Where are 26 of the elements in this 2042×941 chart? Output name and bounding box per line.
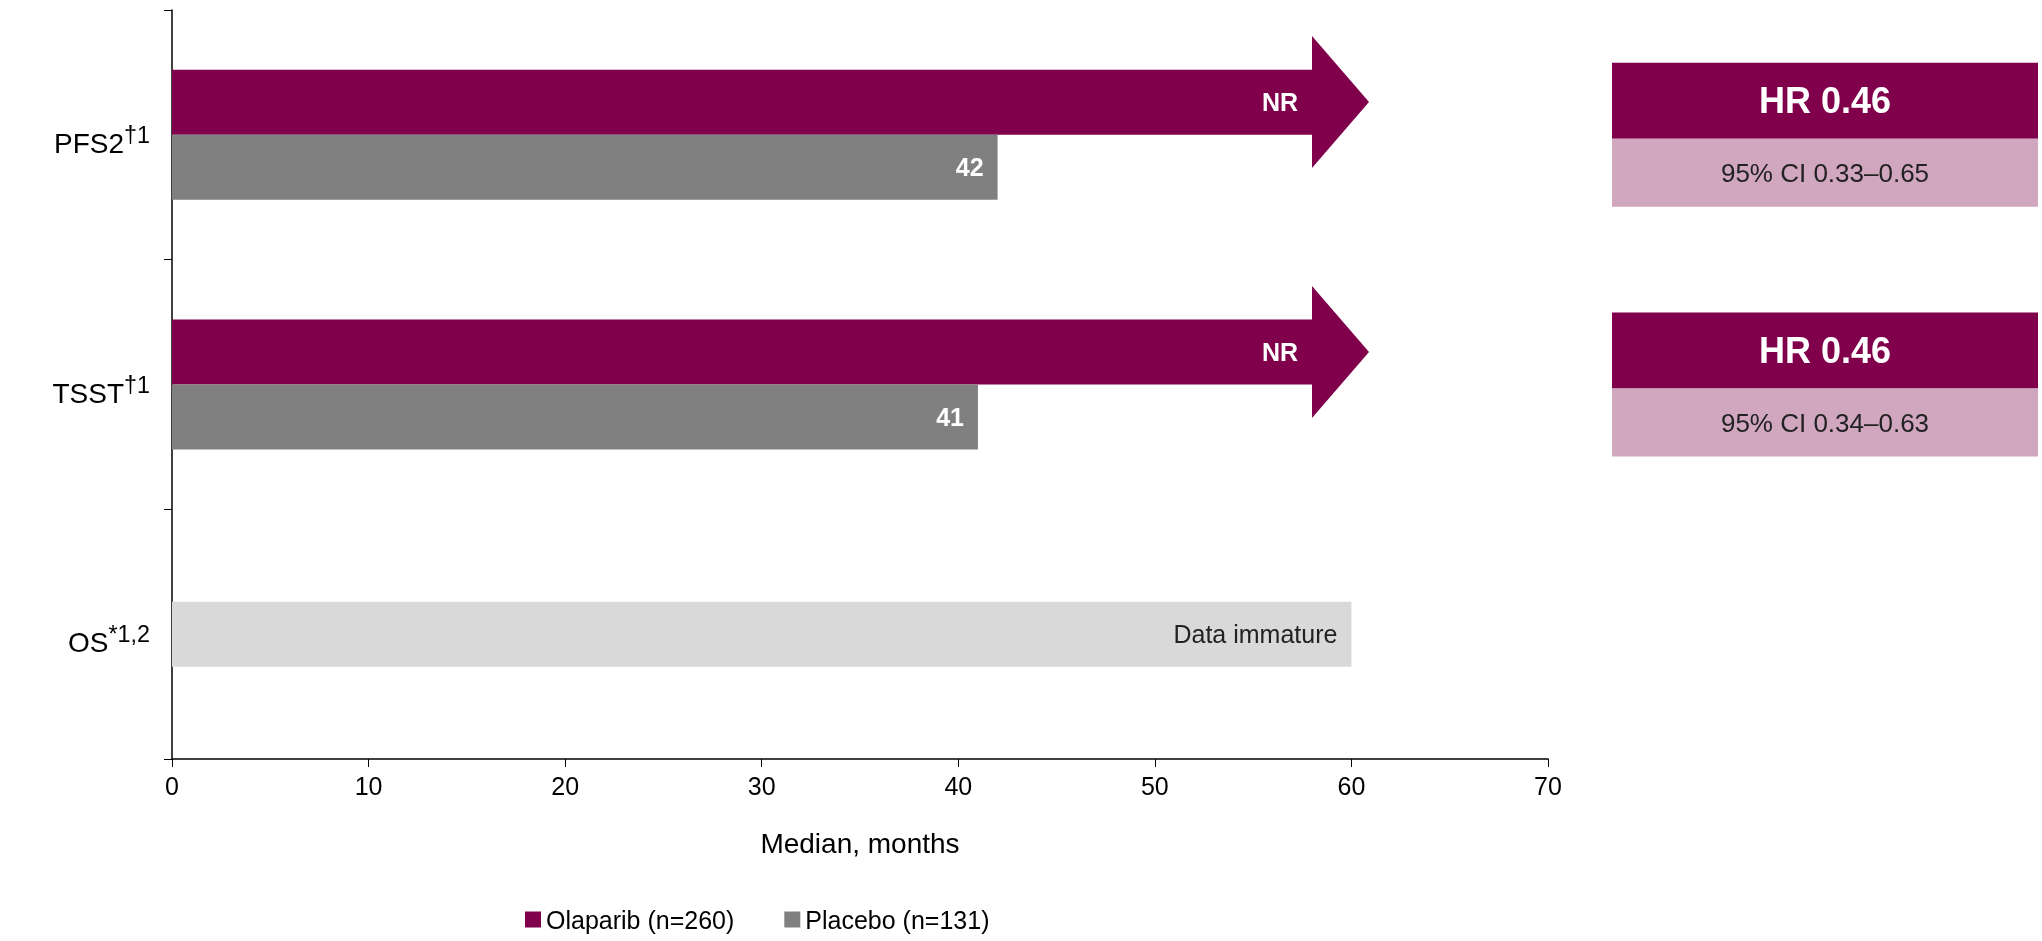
y-tick-label: OS$^{*1,2}$ [68, 620, 150, 661]
y-tick-label: TSST$^{†1}$ [52, 370, 150, 411]
text: 95% CI 0.34–0.63 [1720, 407, 1930, 438]
x-tick-label: 70 [1534, 771, 1562, 800]
data-label: 41 [936, 403, 965, 431]
x-axis-title: Median, months [760, 827, 960, 859]
legend-label: Olaparib (n=260) [546, 905, 735, 934]
bar [172, 601, 1352, 667]
text: HR 0.46 [1758, 80, 1892, 122]
text: HR 0.46 [1758, 330, 1892, 371]
x-tick-label: 0 [165, 771, 179, 800]
legend-label: Placebo (n=131) [805, 905, 990, 934]
x-tick-label: 30 [747, 771, 776, 800]
bar [172, 134, 998, 200]
x-tick-label: 20 [551, 771, 580, 800]
bar [172, 384, 978, 450]
x-tick-label: 40 [944, 771, 973, 800]
x-tick-label: 50 [1140, 771, 1169, 800]
data-label: Data immature [1173, 620, 1338, 649]
text: 95% CI 0.33–0.65 [1720, 157, 1930, 188]
y-tick-label: PFS2$^{†1}$ [54, 120, 150, 162]
data-label: NR [1262, 338, 1299, 366]
x-tick-label: 10 [354, 771, 383, 800]
data-label: 42 [955, 153, 984, 182]
x-tick-label: 60 [1337, 771, 1366, 800]
data-label: NR [1262, 88, 1299, 117]
